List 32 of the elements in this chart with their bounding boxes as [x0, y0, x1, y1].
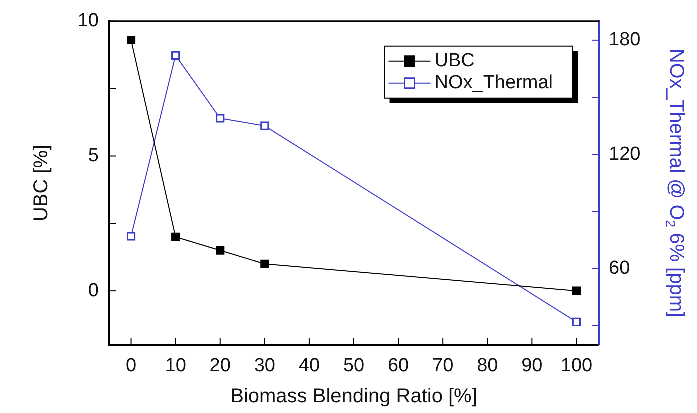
y2-tick-label: 60	[609, 258, 630, 280]
point	[260, 122, 270, 130]
x-axis-title: Biomass Blending Ratio [%]	[230, 386, 478, 408]
point	[172, 51, 180, 60]
y2-axis-title: NOx_Thermal @ O2 6% [ppm]	[663, 48, 688, 318]
point	[126, 36, 136, 45]
x-tick-label: 0	[126, 356, 137, 377]
point	[216, 114, 225, 123]
point	[260, 260, 270, 268]
y-axis-title: UBC [%]	[30, 144, 53, 222]
x-tick-label: 50	[343, 356, 365, 377]
y-tick-label: 0	[88, 280, 99, 302]
x-tick-label: 70	[432, 356, 454, 377]
y2-tick-label: 120	[609, 144, 641, 165]
point	[126, 232, 136, 241]
x-tick-label: 10	[165, 356, 186, 377]
point	[216, 246, 225, 255]
point	[172, 232, 180, 242]
x-tick-label: 20	[210, 356, 231, 377]
x-tick-label: 30	[254, 356, 276, 377]
x-tick-label: 40	[298, 356, 320, 377]
point	[572, 286, 582, 296]
point	[572, 318, 582, 326]
legend-label: UBC	[434, 50, 475, 72]
x-tick-label: 100	[560, 356, 593, 377]
x-tick-label: 90	[522, 356, 543, 377]
x-tick-label: 60	[388, 356, 410, 377]
y-tick-label: 5	[88, 145, 99, 166]
y-tick-label: 10	[78, 10, 99, 32]
legend-label: NOx_Thermal	[434, 72, 553, 94]
y2-tick-label: 180	[609, 30, 641, 51]
x-tick-label: 80	[477, 356, 498, 377]
